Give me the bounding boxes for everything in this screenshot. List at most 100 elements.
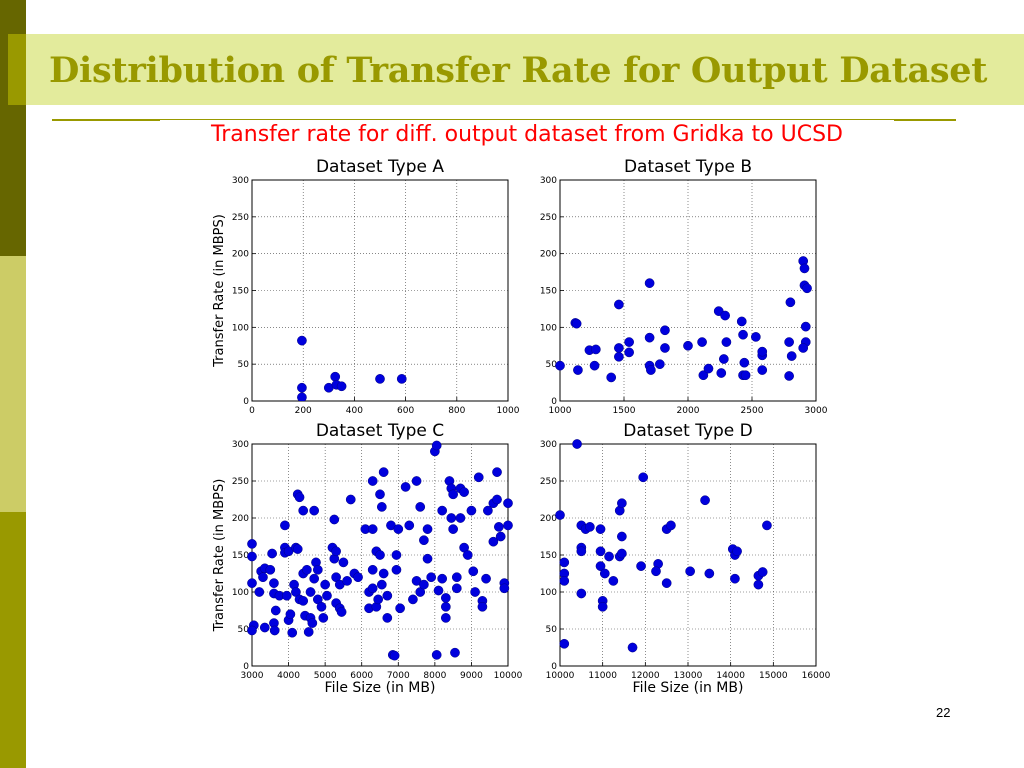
data-point (440, 593, 451, 603)
y-tick-label: 250 (232, 477, 249, 487)
slide-title: Distribution of Transfer Rate for Output… (49, 50, 988, 91)
y-tick-label: 250 (232, 213, 249, 223)
x-tick-label: 200 (295, 406, 312, 416)
data-point (757, 346, 768, 357)
data-point (646, 365, 656, 375)
data-point (685, 566, 695, 577)
data-point (757, 567, 768, 577)
data-point (698, 370, 709, 381)
data-point (342, 576, 352, 586)
data-point (336, 381, 347, 392)
x-tick-label: 12000 (631, 671, 660, 681)
data-point (437, 573, 448, 584)
data-point (309, 505, 320, 516)
data-point (330, 371, 341, 382)
data-point (750, 332, 761, 342)
data-point (247, 578, 257, 588)
plot-frame (251, 179, 509, 402)
data-point (316, 601, 327, 612)
data-point (555, 360, 565, 371)
data-point (617, 548, 627, 559)
data-point (376, 502, 387, 512)
data-point (375, 489, 385, 500)
data-point (422, 553, 433, 564)
data-point (287, 627, 298, 638)
data-point (466, 505, 477, 516)
data-point (294, 492, 305, 503)
y-tick-label: 200 (540, 514, 557, 524)
data-point (573, 365, 583, 375)
data-point (247, 625, 257, 636)
x-tick-label: 1500 (613, 406, 636, 416)
data-point (247, 539, 257, 549)
data-point (477, 601, 488, 612)
data-point (312, 564, 323, 575)
y-tick-label: 150 (232, 551, 249, 561)
data-point (378, 467, 389, 477)
data-point (483, 505, 493, 516)
data-point (802, 283, 812, 294)
y-tick-label: 250 (540, 213, 557, 223)
data-point (470, 587, 480, 597)
data-point (595, 524, 606, 534)
y-tick-label: 150 (540, 551, 557, 561)
data-point (389, 650, 400, 661)
plot-frame (559, 179, 817, 402)
x-tick-label: 9000 (460, 671, 483, 681)
x-tick-label: 6000 (350, 671, 373, 681)
data-point (269, 625, 280, 636)
data-point (338, 557, 349, 568)
data-point (393, 524, 404, 534)
data-point (651, 566, 661, 577)
data-point (721, 337, 732, 347)
data-point (297, 382, 307, 393)
data-point (440, 613, 451, 623)
data-point (391, 550, 402, 560)
data-point (329, 514, 340, 525)
y-tick-label: 50 (546, 625, 558, 635)
data-point (426, 572, 437, 583)
plot-frame (559, 443, 817, 667)
data-point (391, 564, 402, 575)
data-point (762, 520, 772, 531)
data-point (738, 329, 748, 340)
data-point (590, 344, 601, 355)
data-point (720, 310, 730, 321)
data-point (716, 368, 727, 378)
data-point (382, 590, 393, 601)
data-point (718, 354, 729, 364)
data-point (265, 564, 276, 575)
data-point (259, 622, 270, 633)
data-point (396, 374, 407, 384)
data-point (331, 546, 341, 557)
data-points (247, 440, 513, 661)
data-point (597, 601, 608, 612)
x-tick-label: 4000 (277, 671, 300, 681)
y-tick-label: 200 (232, 514, 249, 524)
data-point (451, 583, 462, 594)
data-point (367, 583, 378, 594)
data-point (753, 579, 764, 590)
data-point (636, 561, 646, 571)
data-point (382, 613, 393, 623)
panel-title: Dataset Type D (623, 421, 753, 441)
data-point (419, 579, 429, 590)
data-point (784, 337, 794, 347)
data-point (589, 360, 600, 371)
data-point (473, 472, 484, 483)
panel-title: Dataset Type B (624, 157, 752, 177)
data-point (285, 609, 296, 620)
data-point (786, 351, 797, 361)
data-point (661, 578, 672, 588)
data-point (654, 359, 665, 370)
data-point (446, 513, 457, 523)
y-tick-label: 100 (232, 588, 249, 598)
x-tick-label: 13000 (674, 671, 703, 681)
data-point (703, 363, 714, 374)
data-point (395, 603, 405, 614)
data-point (408, 594, 418, 605)
x-tick-label: 15000 (759, 671, 788, 681)
data-point (415, 502, 426, 512)
data-point (739, 357, 750, 368)
title-accent-block (8, 34, 26, 105)
